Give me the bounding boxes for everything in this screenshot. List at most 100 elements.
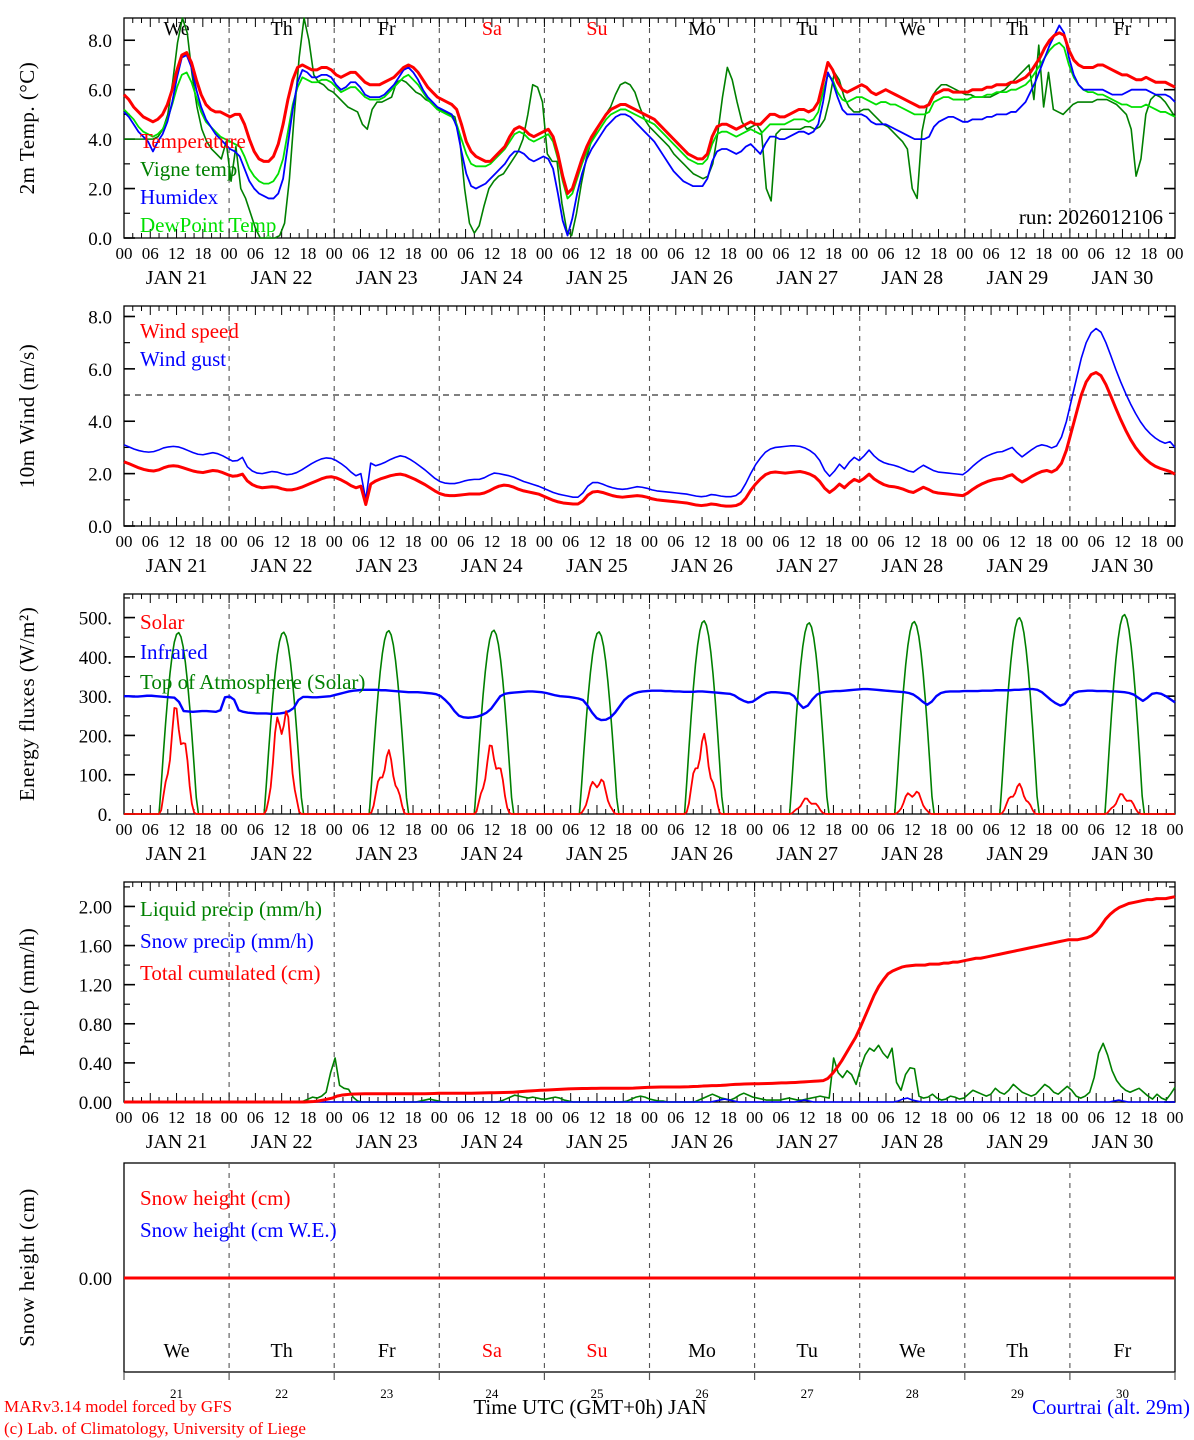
x-hour-label: 00 bbox=[326, 244, 343, 263]
run-annotation: run: 2026012106 bbox=[1019, 205, 1163, 229]
x-hour-label: 06 bbox=[877, 244, 894, 263]
x-hour-label: 00 bbox=[116, 532, 133, 551]
x-hour-label: 18 bbox=[615, 1108, 632, 1127]
y-tick-label: 100. bbox=[79, 766, 112, 787]
x-hour-label: 18 bbox=[405, 244, 422, 263]
x-hour-label: 18 bbox=[720, 820, 737, 839]
x-hour-label: 12 bbox=[483, 532, 500, 551]
x-hour-label: 00 bbox=[641, 244, 658, 263]
x-hour-label: 00 bbox=[221, 820, 238, 839]
x-axis-title: Time UTC (GMT+0h) JAN bbox=[473, 1395, 706, 1419]
x-hour-label: 06 bbox=[352, 1108, 369, 1127]
x-hour-label: 12 bbox=[1114, 244, 1131, 263]
x-hour-label: 18 bbox=[930, 244, 947, 263]
x-hour-label: 00 bbox=[221, 532, 238, 551]
x-hour-label: 00 bbox=[1167, 532, 1184, 551]
x-date-label: JAN 24 bbox=[461, 1131, 523, 1152]
x-hour-label: 06 bbox=[667, 1108, 684, 1127]
x-date-label: JAN 22 bbox=[251, 1131, 313, 1152]
y-axis-title: Precip (mm/h) bbox=[15, 928, 39, 1056]
series-line bbox=[123, 371, 1176, 508]
x-hour-label: 18 bbox=[825, 244, 842, 263]
x-hour-label: 12 bbox=[168, 820, 185, 839]
legend-entry: Infrared bbox=[140, 640, 208, 664]
x-date-label: JAN 27 bbox=[776, 267, 838, 288]
y-axis-title: Snow height (cm) bbox=[15, 1188, 39, 1346]
y-axis-title: 10m Wind (m/s) bbox=[15, 344, 39, 489]
y-tick-label: 1.20 bbox=[79, 976, 112, 997]
x-hour-label: 18 bbox=[405, 820, 422, 839]
x-hour-label: 06 bbox=[562, 532, 579, 551]
y-tick-label: 300. bbox=[79, 687, 112, 708]
x-hour-label: 18 bbox=[299, 244, 316, 263]
day-of-week-label: Th bbox=[271, 18, 293, 40]
x-hour-label: 18 bbox=[720, 532, 737, 551]
x-hour-label: 00 bbox=[851, 820, 868, 839]
x-hour-label: 06 bbox=[1088, 244, 1105, 263]
x-hour-label: 12 bbox=[168, 244, 185, 263]
x-hour-label: 12 bbox=[168, 1108, 185, 1127]
legend-entry: Top of Atmosphere (Solar) bbox=[140, 670, 365, 694]
x-hour-label: 18 bbox=[1140, 1108, 1157, 1127]
x-date-label: JAN 24 bbox=[461, 267, 523, 288]
x-hour-label: 00 bbox=[221, 1108, 238, 1127]
x-hour-label: 06 bbox=[667, 820, 684, 839]
x-hour-label: 00 bbox=[221, 244, 238, 263]
x-hour-label: 18 bbox=[194, 820, 211, 839]
x-hour-label: 00 bbox=[851, 244, 868, 263]
x-hour-label: 12 bbox=[904, 1108, 921, 1127]
y-tick-label: 0.0 bbox=[88, 229, 112, 250]
x-hour-label: 18 bbox=[510, 532, 527, 551]
x-hour-label: 12 bbox=[483, 244, 500, 263]
legend-entry: Wind speed bbox=[140, 319, 239, 343]
x-date-label: JAN 30 bbox=[1092, 1131, 1154, 1152]
x-hour-label: 00 bbox=[116, 1108, 133, 1127]
x-hour-label: 18 bbox=[615, 244, 632, 263]
series-line bbox=[122, 31, 1176, 196]
x-hour-label: 00 bbox=[536, 820, 553, 839]
x-hour-label: 00 bbox=[641, 532, 658, 551]
day-of-week-label: Th bbox=[271, 1340, 293, 1362]
x-date-label: JAN 21 bbox=[146, 555, 208, 576]
x-hour-label: 18 bbox=[615, 820, 632, 839]
x-hour-label: 06 bbox=[772, 244, 789, 263]
x-hour-label: 06 bbox=[247, 1108, 264, 1127]
x-hour-label: 18 bbox=[825, 820, 842, 839]
y-tick-label: 4.0 bbox=[88, 130, 112, 151]
x-date-label: JAN 26 bbox=[671, 267, 733, 288]
x-hour-label: 00 bbox=[326, 1108, 343, 1127]
x-hour-label: 12 bbox=[1009, 532, 1026, 551]
legend-entry: Snow precip (mm/h) bbox=[140, 929, 314, 953]
x-hour-label: 00 bbox=[956, 532, 973, 551]
x-hour-label: 00 bbox=[326, 532, 343, 551]
x-hour-label: 06 bbox=[352, 532, 369, 551]
x-hour-label: 06 bbox=[877, 532, 894, 551]
x-hour-label: 06 bbox=[352, 244, 369, 263]
legend-entry: Temperature bbox=[140, 129, 246, 153]
x-hour-label: 00 bbox=[431, 1108, 448, 1127]
legend-entry: Liquid precip (mm/h) bbox=[140, 897, 322, 921]
x-hour-label: 12 bbox=[588, 1108, 605, 1127]
x-day-number: 28 bbox=[906, 1386, 919, 1401]
legend-entry: Snow height (cm) bbox=[140, 1186, 290, 1210]
y-tick-label: 2.00 bbox=[79, 897, 112, 918]
y-tick-label: 0.0 bbox=[88, 517, 112, 538]
x-hour-label: 18 bbox=[825, 532, 842, 551]
x-hour-label: 00 bbox=[536, 244, 553, 263]
x-hour-label: 06 bbox=[247, 532, 264, 551]
x-date-label: JAN 29 bbox=[987, 267, 1049, 288]
x-hour-label: 18 bbox=[405, 532, 422, 551]
footer-model-line: MARv3.14 model forced by GFS bbox=[4, 1397, 232, 1416]
x-date-label: JAN 23 bbox=[356, 843, 418, 864]
x-hour-label: 12 bbox=[273, 244, 290, 263]
x-date-label: JAN 29 bbox=[987, 843, 1049, 864]
y-axis-title: Energy fluxes (W/m²) bbox=[15, 607, 39, 801]
x-date-label: JAN 30 bbox=[1092, 555, 1154, 576]
precip-chart: 0.00 0.40 0.80 1.20 1.60 2.00 Precip (mm/h) Liq… bbox=[15, 881, 1184, 1152]
day-of-week-label: We bbox=[899, 1340, 925, 1362]
y-tick-label: 400. bbox=[79, 648, 112, 669]
x-hour-label: 00 bbox=[536, 1108, 553, 1127]
panel-precip: 0.00 0.40 0.80 1.20 1.60 2.00 Precip (mm/h) Liq… bbox=[0, 864, 1194, 1152]
legend-entry: Solar bbox=[140, 610, 184, 634]
day-of-week-label: Tu bbox=[796, 1340, 818, 1362]
